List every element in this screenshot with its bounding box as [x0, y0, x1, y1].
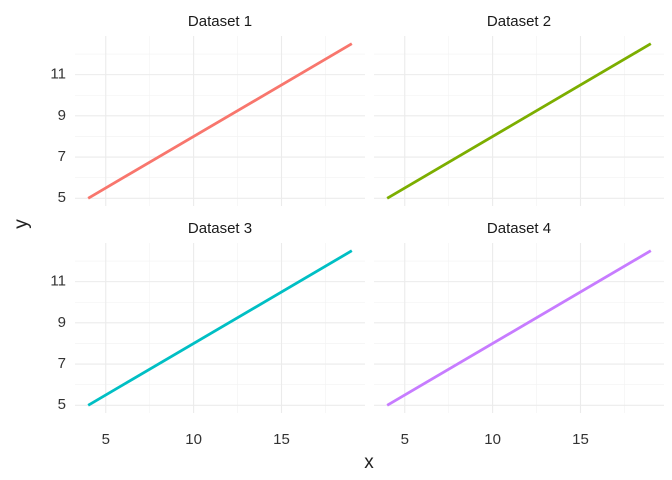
y-tick-label: 5 — [58, 189, 66, 206]
x-tick-label: 5 — [102, 431, 110, 448]
y-tick-label: 9 — [58, 314, 66, 331]
y-axis-title: y — [11, 219, 32, 229]
facet-title: Dataset 4 — [487, 220, 551, 237]
y-tick-label: 7 — [58, 148, 66, 165]
line — [87, 42, 353, 200]
y-tick-label: 9 — [58, 107, 66, 124]
facet-title: Dataset 3 — [188, 220, 252, 237]
y-tick-label: 5 — [58, 396, 66, 413]
x-tick-label: 15 — [572, 431, 589, 448]
line — [386, 249, 652, 407]
y-tick-label: 11 — [50, 66, 66, 83]
y-tick-label: 11 — [50, 273, 66, 290]
line — [386, 42, 652, 200]
y-tick-label: 7 — [58, 355, 66, 372]
x-axis-title: x — [364, 452, 374, 473]
x-tick-label: 10 — [185, 431, 202, 448]
facet-title: Dataset 1 — [188, 13, 252, 30]
facet-title: Dataset 2 — [487, 13, 551, 30]
x-tick-label: 5 — [401, 431, 409, 448]
x-tick-label: 15 — [273, 431, 290, 448]
x-tick-label: 10 — [484, 431, 501, 448]
line — [87, 249, 353, 407]
